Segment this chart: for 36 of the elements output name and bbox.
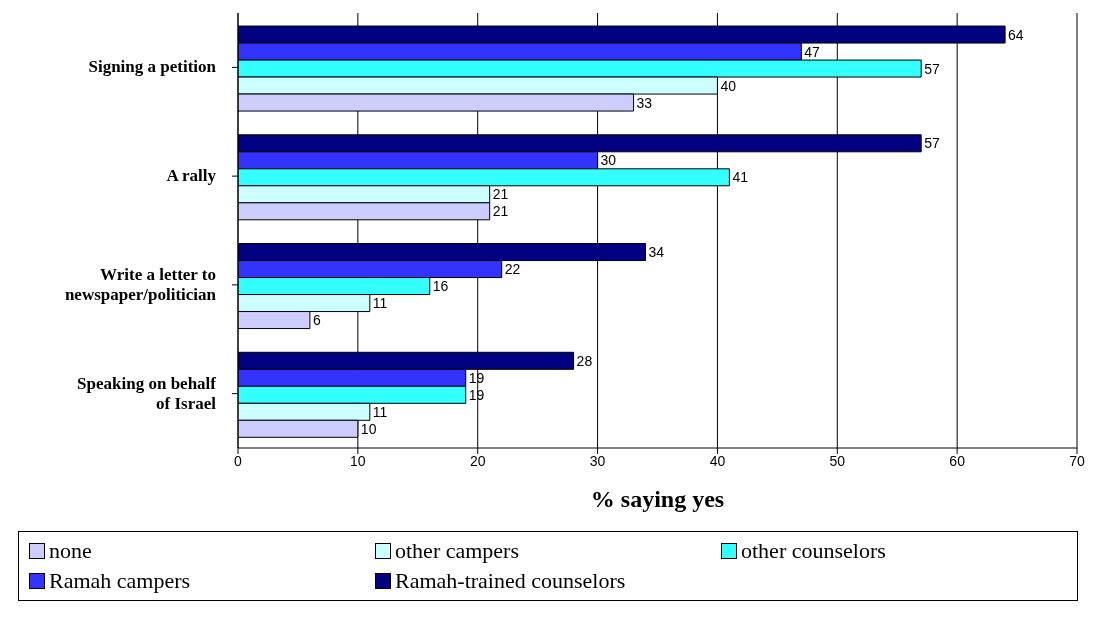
data-label: 28 [576, 352, 593, 369]
x-tick-label: 50 [829, 452, 846, 469]
data-label: 57 [924, 60, 940, 77]
x-tick-label: 10 [350, 452, 366, 469]
legend-label: other campers [395, 538, 519, 564]
legend-label: Ramah-trained counselors [395, 568, 626, 594]
x-tick-label: 20 [469, 452, 486, 469]
data-label: 33 [636, 94, 653, 111]
y-tick-label: Signing a petition [88, 57, 217, 77]
data-label: 22 [504, 261, 521, 278]
x-tick-label: 70 [1069, 452, 1085, 469]
data-label: 10 [360, 420, 377, 437]
data-label: 40 [720, 77, 737, 94]
data-label: 47 [804, 43, 821, 60]
y-tick-label: A rally [166, 166, 217, 186]
legend-label: none [49, 538, 92, 564]
legend-label: other counselors [741, 538, 886, 564]
legend-label: Ramah campers [49, 568, 191, 594]
data-label: 64 [1008, 26, 1024, 43]
x-tick-label: 30 [589, 452, 606, 469]
y-tick-label: Speaking on behalf of Israel [77, 373, 217, 413]
data-label: 21 [492, 203, 509, 220]
x-tick-label: 60 [949, 452, 966, 469]
data-label: 30 [600, 152, 617, 169]
x-axis-title: % saying yes [589, 486, 726, 513]
data-label: 11 [372, 403, 388, 420]
data-label: 6 [312, 312, 321, 329]
data-label: 34 [648, 244, 665, 261]
data-label: 41 [732, 169, 749, 186]
y-tick-label: Write a letter to newspaper/politician [64, 264, 217, 304]
data-label: 57 [924, 135, 940, 152]
x-tick-label: 40 [709, 452, 726, 469]
data-label: 16 [432, 278, 449, 295]
x-tick-label: 0 [234, 452, 243, 469]
data-label: 21 [492, 186, 509, 203]
data-label: 11 [372, 295, 388, 312]
